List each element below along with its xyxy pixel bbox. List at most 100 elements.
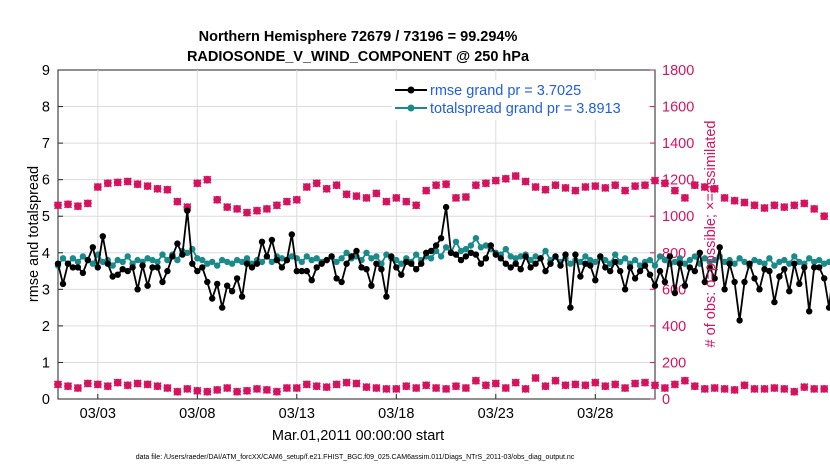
obs-assimilated-point: [461, 383, 470, 393]
obs-possible-point: [820, 212, 829, 221]
totalspread-point: [184, 249, 191, 256]
rmse-point: [721, 286, 728, 293]
rmse-point: [179, 251, 186, 258]
rmse-point: [437, 235, 445, 242]
rmse-point: [124, 267, 131, 275]
totalspread-point: [199, 256, 206, 264]
obs-assimilated-point: [660, 383, 669, 393]
legend-spread-marker: [407, 104, 415, 112]
rmse-point: [776, 273, 783, 280]
totalspread-point: [124, 253, 131, 260]
obs-possible-point: [193, 179, 202, 188]
y-left-tick-label: 2: [42, 319, 50, 335]
rmse-point: [54, 260, 62, 267]
x-axis-label: Mar.01,2011 00:00:00 start: [272, 428, 444, 444]
rmse-point: [174, 240, 181, 247]
totalspread-point: [338, 255, 345, 262]
y-left-tick-label: 7: [42, 136, 50, 152]
obs-assimilated-point: [282, 383, 291, 393]
rmse-point: [512, 260, 519, 267]
obs-possible-point: [262, 204, 271, 213]
rmse-point: [452, 251, 460, 258]
obs-possible-point: [352, 192, 361, 201]
rmse-point: [64, 260, 72, 267]
obs-possible-point: [332, 181, 341, 190]
totalspread-point: [661, 256, 669, 264]
obs-assimilated-point: [382, 384, 391, 393]
rmse-point: [691, 267, 698, 275]
totalspread-point: [676, 255, 684, 262]
totalspread-point: [214, 262, 221, 269]
obs-assimilated-point: [481, 381, 490, 390]
obs-assimilated-point: [123, 381, 132, 390]
obs-possible-point: [163, 185, 172, 194]
rmse-point: [666, 253, 674, 260]
totalspread-point: [288, 253, 295, 260]
obs-possible-point: [53, 201, 63, 210]
obs-assimilated-point: [113, 378, 122, 387]
rmse-point: [711, 275, 718, 282]
rmse-point: [139, 262, 146, 269]
obs-assimilated-point: [750, 384, 759, 393]
y-right-label: # of obs: o=possible; ×=assimilated: [703, 121, 719, 348]
rmse-point: [821, 275, 828, 282]
totalspread-point: [238, 258, 246, 266]
rmse-point: [318, 260, 325, 267]
rmse-point: [353, 247, 360, 255]
obs-possible-point: [760, 203, 769, 213]
obs-possible-point: [780, 203, 789, 212]
totalspread-point: [144, 255, 151, 262]
rmse-point: [607, 267, 614, 275]
rmse-point: [442, 203, 450, 211]
obs-possible-point: [720, 193, 729, 202]
obs-assimilated-point: [402, 382, 411, 391]
y-right-tick-label: 400: [662, 319, 686, 335]
y-right-tick-label: 200: [662, 355, 686, 371]
obs-possible-point: [123, 177, 132, 186]
rmse-point: [398, 271, 405, 278]
totalspread-point: [482, 242, 490, 249]
obs-assimilated-point: [770, 383, 779, 393]
obs-assimilated-point: [312, 382, 321, 391]
obs-assimilated-point: [601, 382, 610, 391]
y-right-tick-label: 1600: [662, 100, 694, 116]
obs-possible-point: [342, 190, 351, 199]
obs-possible-point: [292, 195, 301, 204]
obs-assimilated-point: [790, 387, 799, 396]
rmse-point: [149, 264, 156, 271]
totalspread-point: [154, 258, 161, 266]
rmse-point: [731, 278, 738, 286]
totalspread-point: [442, 244, 450, 251]
totalspread-point: [69, 255, 77, 262]
obs-possible-point: [541, 185, 550, 194]
totalspread-point: [462, 245, 470, 253]
rmse-point: [592, 277, 599, 284]
totalspread-point: [398, 260, 405, 267]
totalspread-point: [612, 251, 619, 258]
obs-possible-point: [521, 177, 530, 186]
obs-assimilated-point: [252, 384, 262, 393]
rmse-point: [537, 255, 544, 262]
rmse-point: [806, 308, 813, 315]
obs-assimilated-point: [362, 383, 371, 392]
totalspread-point: [577, 258, 584, 266]
obs-possible-point: [442, 180, 451, 189]
totalspread-point: [731, 260, 738, 267]
obs-assimilated-point: [133, 379, 142, 388]
obs-possible-point: [422, 186, 431, 195]
rmse-point: [597, 253, 604, 260]
rmse-point: [228, 288, 236, 295]
obs-assimilated-point: [541, 382, 550, 391]
rmse-point: [233, 275, 241, 282]
rmse-point: [423, 249, 430, 256]
totalspread-point: [164, 256, 171, 264]
totalspread-point: [796, 258, 803, 266]
totalspread-point: [308, 256, 315, 264]
obs-assimilated-point: [223, 383, 232, 393]
rmse-point: [447, 249, 455, 256]
rmse-point: [547, 260, 554, 267]
obs-possible-point: [223, 203, 232, 212]
rmse-point: [741, 278, 748, 286]
totalspread-point: [656, 253, 664, 260]
totalspread-point: [791, 253, 798, 260]
